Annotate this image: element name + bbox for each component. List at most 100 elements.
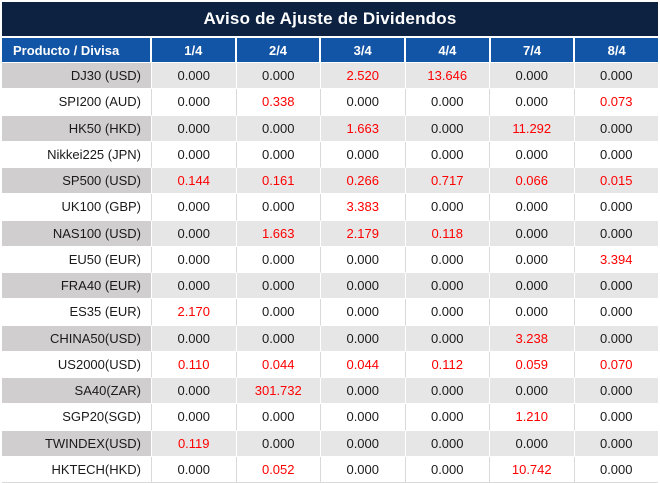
product-name-cell: TWINDEX(USD) <box>2 430 152 457</box>
table-row: US2000(USD) 0.110 0.044 0.044 0.112 0.059 0.07… <box>2 351 658 378</box>
dividend-value-cell: 3.383 <box>321 194 406 221</box>
table-header-row: Producto / Divisa 1/4 2/4 3/4 4/4 7/4 8/4 <box>2 38 659 62</box>
dividend-value-cell: 1.663 <box>236 220 321 247</box>
dividend-value-cell: 1.210 <box>490 404 575 431</box>
dividend-value-cell: 0.000 <box>236 404 321 431</box>
dividend-value-cell: 0.044 <box>236 351 321 378</box>
dividend-value-cell: 0.000 <box>405 299 490 326</box>
product-name-cell: SP500 (USD) <box>2 168 152 195</box>
dividend-value-cell: 0.000 <box>405 273 490 300</box>
dividend-value-cell: 2.520 <box>321 63 406 90</box>
dividend-value-cell: 0.000 <box>152 141 237 168</box>
dividend-value-cell: 0.000 <box>490 378 575 405</box>
dividend-value-cell: 0.000 <box>405 115 490 142</box>
table-row: SPI200 (AUD) 0.000 0.338 0.000 0.000 0.000 0.0… <box>2 89 658 116</box>
dividend-value-cell: 0.161 <box>236 168 321 195</box>
dividend-value-cell: 0.000 <box>321 89 406 116</box>
product-name-cell: EU50 (EUR) <box>2 246 152 273</box>
dividend-value-cell: 0.000 <box>574 63 658 90</box>
table-row: EU50 (EUR) 0.000 0.000 0.000 0.000 0.000 3.394 <box>2 246 658 273</box>
dividend-value-cell: 0.000 <box>236 246 321 273</box>
dividend-value-cell: 0.000 <box>152 404 237 431</box>
table-row: Nikkei225 (JPN) 0.000 0.000 0.000 0.000 0.000… <box>2 141 658 168</box>
dividend-value-cell: 0.000 <box>321 273 406 300</box>
dividend-value-cell: 0.000 <box>236 430 321 457</box>
table-row: UK100 (GBP) 0.000 0.000 3.383 0.000 0.000 0.00… <box>2 194 658 221</box>
product-name-cell: HK50 (HKD) <box>2 115 152 142</box>
dividend-value-cell: 0.000 <box>152 273 237 300</box>
dividend-value-cell: 0.000 <box>152 378 237 405</box>
product-name-cell: UK100 (GBP) <box>2 194 152 221</box>
dividend-value-cell: 0.000 <box>574 115 658 142</box>
dividend-value-cell: 0.000 <box>321 246 406 273</box>
dividend-value-cell: 0.000 <box>490 141 575 168</box>
column-header-date: 3/4 <box>321 38 407 62</box>
dividend-value-cell: 11.292 <box>490 115 575 142</box>
table-row: FRA40 (EUR) 0.000 0.000 0.000 0.000 0.000 0.00… <box>2 273 658 300</box>
dividend-value-cell: 0.338 <box>236 89 321 116</box>
dividend-value-cell: 0.110 <box>152 351 237 378</box>
notice-title: Aviso de Ajuste de Dividendos <box>203 9 457 28</box>
dividend-value-cell: 0.000 <box>574 325 658 352</box>
dividend-value-cell: 0.052 <box>236 456 321 483</box>
dividend-value-cell: 0.000 <box>321 456 406 483</box>
notice-title-bar: Aviso de Ajuste de Dividendos <box>2 2 658 36</box>
dividend-value-cell: 0.000 <box>574 404 658 431</box>
product-name-cell: SPI200 (AUD) <box>2 89 152 116</box>
table-body: DJ30 (USD) 0.000 0.000 2.520 13.646 0.000 0.00… <box>2 63 658 483</box>
column-header-date: 2/4 <box>236 38 322 62</box>
dividend-value-cell: 0.000 <box>152 456 237 483</box>
dividend-value-cell: 0.000 <box>490 246 575 273</box>
dividend-value-cell: 10.742 <box>490 456 575 483</box>
dividend-value-cell: 0.000 <box>574 456 658 483</box>
table-row: NAS100 (USD) 0.000 1.663 2.179 0.118 0.000 0.0… <box>2 220 658 247</box>
dividend-value-cell: 0.000 <box>236 115 321 142</box>
dividend-value-cell: 0.000 <box>152 115 237 142</box>
dividend-value-cell: 3.238 <box>490 325 575 352</box>
dividend-value-cell: 0.000 <box>321 430 406 457</box>
dividend-value-cell: 0.000 <box>405 141 490 168</box>
dividend-value-cell: 2.179 <box>321 220 406 247</box>
dividend-value-cell: 0.000 <box>490 63 575 90</box>
dividend-value-cell: 0.000 <box>236 325 321 352</box>
dividend-value-cell: 0.118 <box>405 220 490 247</box>
dividend-value-cell: 301.732 <box>236 378 321 405</box>
dividend-value-cell: 0.000 <box>405 404 490 431</box>
dividend-value-cell: 0.000 <box>321 325 406 352</box>
dividend-value-cell: 0.073 <box>574 89 658 116</box>
dividend-value-cell: 0.000 <box>405 325 490 352</box>
dividend-value-cell: 1.663 <box>321 115 406 142</box>
dividend-value-cell: 0.000 <box>405 430 490 457</box>
dividend-value-cell: 0.000 <box>321 378 406 405</box>
dividend-value-cell: 0.000 <box>405 456 490 483</box>
dividend-value-cell: 0.000 <box>574 273 658 300</box>
dividend-value-cell: 0.000 <box>405 194 490 221</box>
product-name-cell: SA40(ZAR) <box>2 378 152 405</box>
dividend-value-cell: 0.000 <box>236 299 321 326</box>
dividend-value-cell: 0.000 <box>236 273 321 300</box>
dividend-value-cell: 0.000 <box>321 404 406 431</box>
product-name-cell: HKTECH(HKD) <box>2 456 152 483</box>
dividend-value-cell: 0.000 <box>152 194 237 221</box>
dividend-value-cell: 0.000 <box>152 63 237 90</box>
dividend-value-cell: 0.144 <box>152 168 237 195</box>
dividend-value-cell: 0.000 <box>236 141 321 168</box>
table-row: SGP20(SGD) 0.000 0.000 0.000 0.000 1.210 0.000 <box>2 404 658 431</box>
dividend-value-cell: 0.000 <box>405 89 490 116</box>
dividend-value-cell: 13.646 <box>405 63 490 90</box>
product-name-cell: NAS100 (USD) <box>2 220 152 247</box>
dividend-value-cell: 0.000 <box>574 430 658 457</box>
dividend-value-cell: 0.000 <box>152 246 237 273</box>
dividend-value-cell: 0.000 <box>574 220 658 247</box>
dividend-value-cell: 0.119 <box>152 430 237 457</box>
dividend-value-cell: 0.000 <box>574 299 658 326</box>
product-name-cell: CHINA50(USD) <box>2 325 152 352</box>
dividend-value-cell: 0.000 <box>574 141 658 168</box>
dividend-value-cell: 2.170 <box>152 299 237 326</box>
column-header-product-divisa: Producto / Divisa <box>2 38 152 62</box>
dividend-value-cell: 0.000 <box>236 63 321 90</box>
dividend-value-cell: 3.394 <box>574 246 658 273</box>
table-row: HK50 (HKD) 0.000 0.000 1.663 0.000 11.292 0.00… <box>2 115 658 142</box>
dividend-value-cell: 0.000 <box>321 299 406 326</box>
